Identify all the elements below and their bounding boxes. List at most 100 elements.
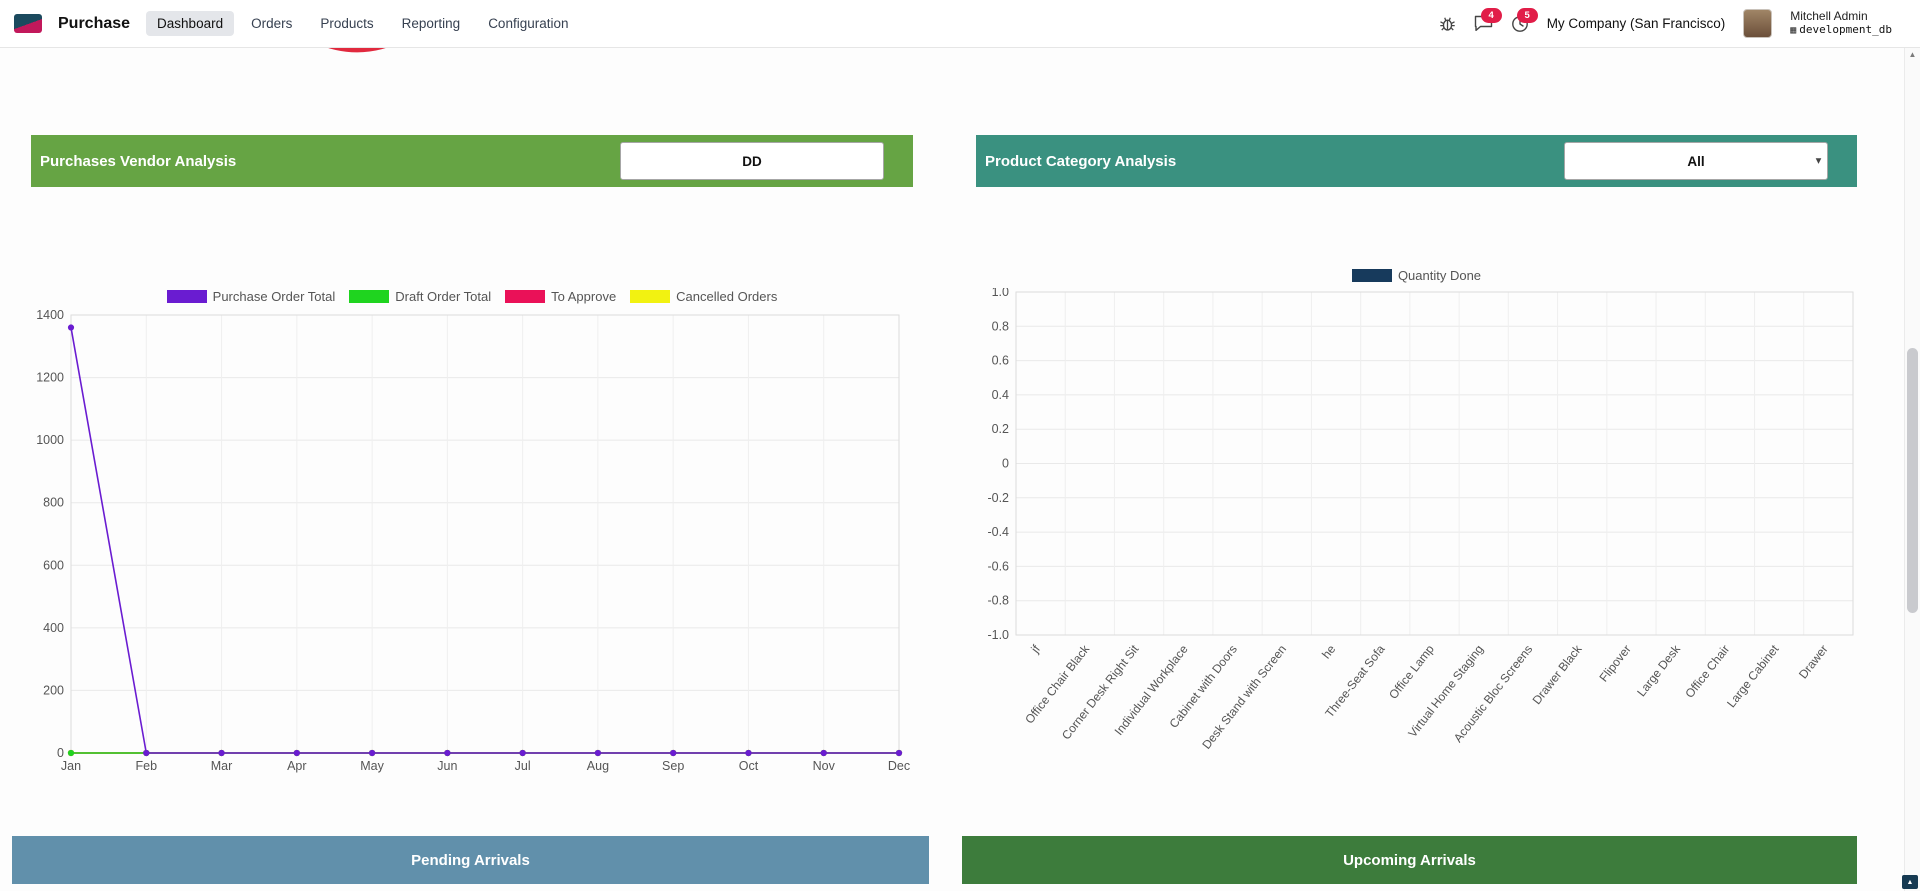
svg-text:Nov: Nov xyxy=(813,759,836,773)
vendor-analysis-title: Purchases Vendor Analysis xyxy=(40,152,237,170)
nav-item-orders[interactable]: Orders xyxy=(251,16,293,31)
vendor-filter-select[interactable]: DD xyxy=(620,142,884,180)
line-chart-canvas: 0 200 400 600 800 1000 1200 1400 Jan Feb Mar Apr May… xyxy=(31,308,913,794)
svg-text:Jul: Jul xyxy=(515,759,531,773)
legend-item[interactable]: Draft Order Total xyxy=(349,289,491,304)
activities-clock-icon[interactable]: 5 xyxy=(1511,7,1538,33)
legend-label: Cancelled Orders xyxy=(676,288,778,304)
svg-text:0.2: 0.2 xyxy=(992,422,1009,436)
svg-text:1000: 1000 xyxy=(36,433,64,447)
app-switcher-icon[interactable] xyxy=(14,14,42,33)
chart-legend[interactable]: Quantity Done xyxy=(976,262,1857,288)
legend-item[interactable]: To Approve xyxy=(505,289,616,304)
category-analysis-title: Product Category Analysis xyxy=(985,152,1177,170)
svg-text:0.6: 0.6 xyxy=(992,354,1009,368)
bar-chart-canvas: 1.0 0.8 0.6 0.4 0.2 0 -0.2 -0.4 -0.6 -0.8 -1.0 jf Of… xyxy=(976,285,1857,763)
svg-text:600: 600 xyxy=(43,558,64,572)
scrollbar-up-arrow[interactable]: ▲ xyxy=(1908,50,1917,59)
svg-text:May: May xyxy=(360,759,384,773)
svg-text:0: 0 xyxy=(57,746,64,760)
svg-text:Oct: Oct xyxy=(739,759,759,773)
svg-text:Drawer Black: Drawer Black xyxy=(1530,641,1586,707)
category-analysis-header: Product Category Analysis All ▾ xyxy=(976,135,1857,187)
svg-text:he: he xyxy=(1319,642,1338,661)
svg-text:Aug: Aug xyxy=(587,759,609,773)
svg-text:Desk Stand with Screen: Desk Stand with Screen xyxy=(1199,642,1289,752)
svg-text:0.4: 0.4 xyxy=(992,388,1009,402)
legend-item[interactable]: Purchase Order Total xyxy=(166,288,336,304)
legend-swatch xyxy=(630,289,671,303)
vendor-filter-value: DD xyxy=(742,153,762,169)
vendor-line-chart: Purchase Order Total Draft Order Total To … xyxy=(31,283,913,794)
legend-item[interactable]: Cancelled Orders xyxy=(630,289,777,304)
pending-arrivals-header: Pending Arrivals xyxy=(12,836,929,884)
svg-text:Dec: Dec xyxy=(888,759,910,773)
vertical-scrollbar[interactable]: ▲ xyxy=(1904,48,1920,891)
svg-text:400: 400 xyxy=(43,621,64,635)
svg-text:Large Cabinet: Large Cabinet xyxy=(1724,642,1782,711)
nav-item-products[interactable]: Products xyxy=(320,16,374,31)
svg-text:-0.8: -0.8 xyxy=(987,594,1009,608)
app-name[interactable]: Purchase xyxy=(58,14,131,32)
legend-swatch xyxy=(1351,268,1392,282)
nav-menu: Dashboard Orders Products Reporting Conf… xyxy=(146,11,579,36)
legend-swatch xyxy=(349,289,390,303)
svg-text:200: 200 xyxy=(43,683,64,697)
scroll-corner-button[interactable]: ▲ xyxy=(1902,875,1918,889)
nav-item-dashboard[interactable]: Dashboard xyxy=(146,11,235,36)
svg-text:jf: jf xyxy=(1028,642,1044,657)
svg-text:Large Desk: Large Desk xyxy=(1634,641,1683,699)
svg-text:Mar: Mar xyxy=(211,759,233,773)
svg-text:Jan: Jan xyxy=(61,759,81,773)
top-navbar: Purchase Dashboard Orders Products Repor… xyxy=(0,0,1920,48)
vendor-analysis-header: Purchases Vendor Analysis DD xyxy=(31,135,913,187)
category-filter-select[interactable]: All ▾ xyxy=(1564,142,1828,180)
user-name: Mitchell Admin xyxy=(1790,9,1868,24)
svg-text:1400: 1400 xyxy=(36,309,64,322)
database-icon: ▦ xyxy=(1790,24,1797,36)
svg-text:Jun: Jun xyxy=(437,759,457,773)
upcoming-arrivals-header: Upcoming Arrivals xyxy=(962,836,1857,884)
database-name: development_db xyxy=(1799,23,1892,37)
nav-item-configuration[interactable]: Configuration xyxy=(488,16,569,31)
svg-text:1200: 1200 xyxy=(36,371,64,385)
messages-badge: 4 xyxy=(1480,8,1502,23)
legend-swatch xyxy=(505,289,546,303)
company-switcher[interactable]: My Company (San Francisco) xyxy=(1546,16,1726,31)
debug-bug-icon[interactable] xyxy=(1439,15,1456,32)
svg-text:1.0: 1.0 xyxy=(992,288,1009,299)
svg-text:Drawer: Drawer xyxy=(1796,642,1831,681)
chart-legend[interactable]: Purchase Order Total Draft Order Total To … xyxy=(31,283,913,309)
activities-badge: 5 xyxy=(1516,7,1538,23)
legend-item[interactable]: Quantity Done xyxy=(1351,267,1482,283)
svg-text:Office Lamp: Office Lamp xyxy=(1386,642,1437,702)
svg-text:Apr: Apr xyxy=(287,759,306,773)
svg-text:0: 0 xyxy=(1002,457,1009,471)
legend-label: To Approve xyxy=(551,288,617,304)
category-filter-value: All xyxy=(1687,153,1705,169)
legend-label: Purchase Order Total xyxy=(212,288,336,304)
nav-item-reporting[interactable]: Reporting xyxy=(401,16,461,31)
user-avatar[interactable] xyxy=(1743,9,1773,38)
svg-text:Flipover: Flipover xyxy=(1596,642,1633,684)
svg-text:Office Chair: Office Chair xyxy=(1682,642,1732,700)
legend-label: Draft Order Total xyxy=(395,288,492,304)
svg-text:800: 800 xyxy=(43,496,64,510)
pending-arrivals-title: Pending Arrivals xyxy=(411,851,530,869)
dropdown-arrow-icon: ▾ xyxy=(1815,155,1821,167)
user-menu[interactable]: Mitchell Admin ▦ development_db xyxy=(1790,9,1892,37)
svg-text:-0.4: -0.4 xyxy=(987,525,1009,539)
category-bar-chart: Quantity Done 1.0 0.8 0.6 0.4 0.2 0 -0.2 -0.4 -0… xyxy=(976,262,1857,763)
svg-text:-0.2: -0.2 xyxy=(987,491,1009,505)
svg-text:-1.0: -1.0 xyxy=(987,628,1009,642)
svg-text:Sep: Sep xyxy=(662,759,684,773)
svg-text:-0.6: -0.6 xyxy=(987,559,1009,573)
messages-icon[interactable]: 4 xyxy=(1474,8,1502,32)
svg-text:0.8: 0.8 xyxy=(992,319,1009,333)
svg-text:Feb: Feb xyxy=(135,759,157,773)
legend-swatch xyxy=(166,289,207,303)
legend-label: Quantity Done xyxy=(1397,267,1482,283)
scrollbar-thumb[interactable] xyxy=(1907,348,1918,613)
upcoming-arrivals-title: Upcoming Arrivals xyxy=(1343,851,1476,869)
